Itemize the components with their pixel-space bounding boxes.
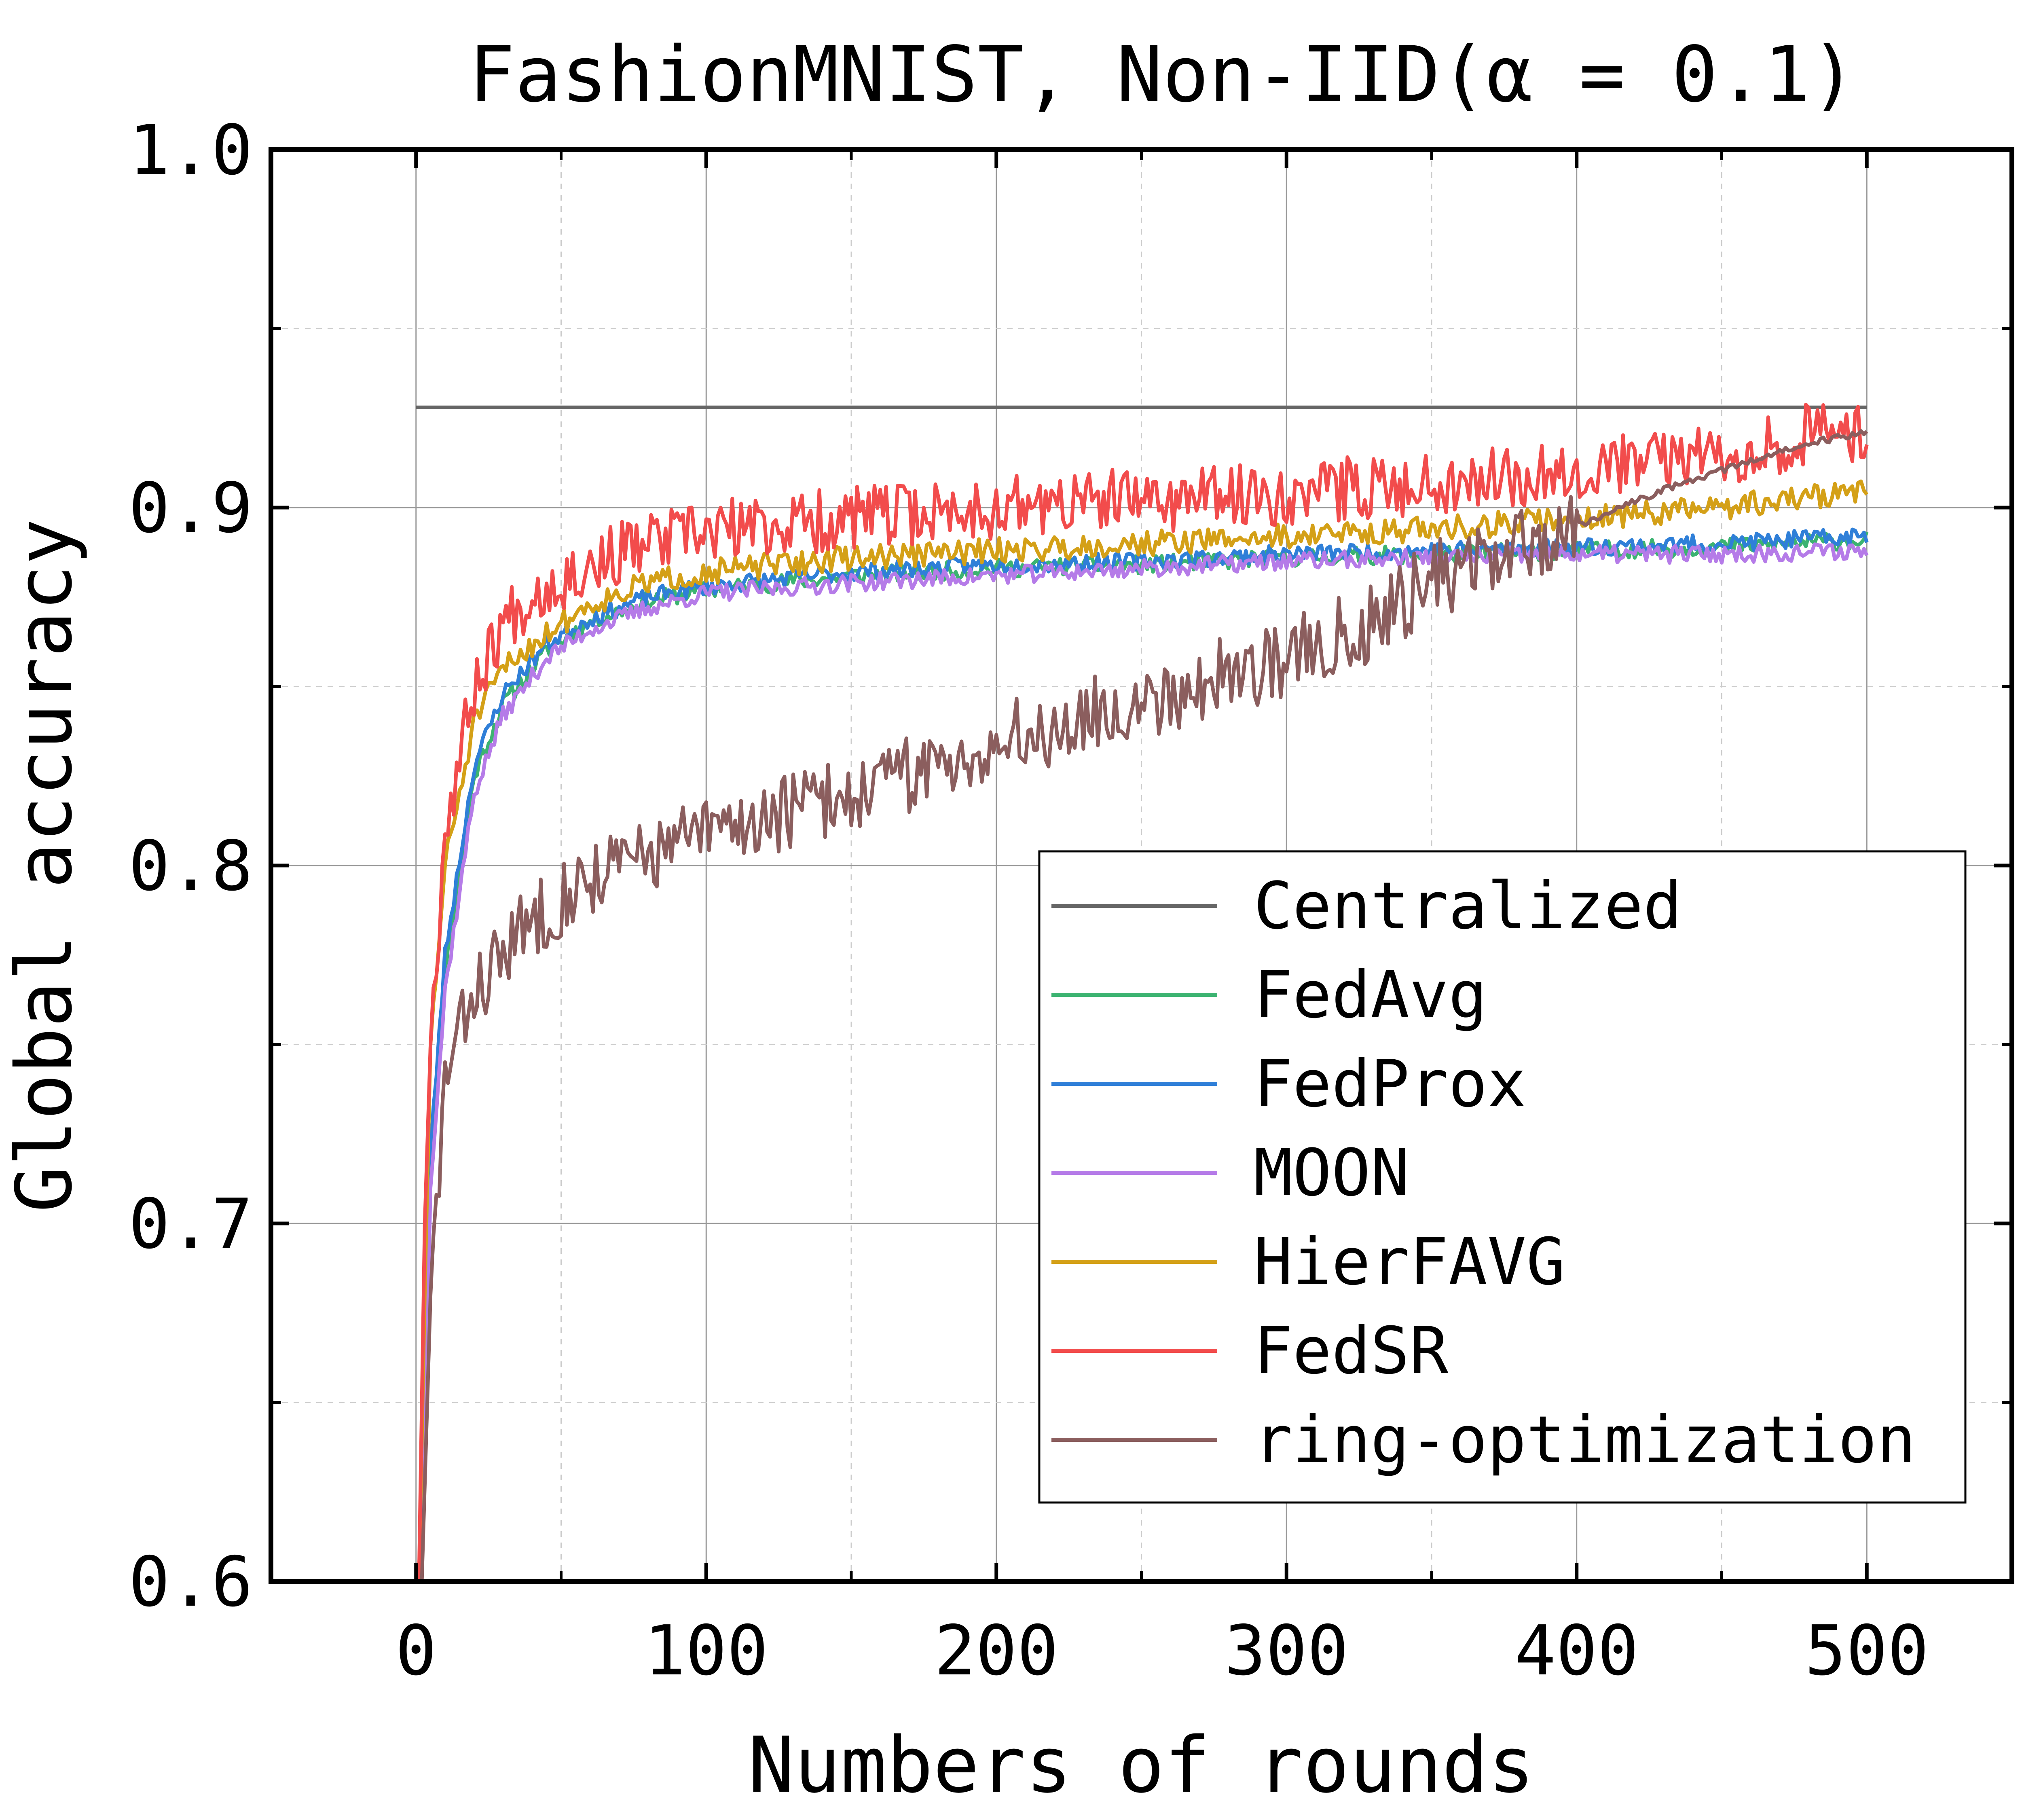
- legend-label-fedprox: FedProx: [1254, 1046, 1526, 1122]
- series-layer: [416, 402, 1869, 1582]
- tick-layer: 0 100 200 300 400 500 0.6 0.7 0.8 0.9 1.0: [129, 110, 2012, 1691]
- legend-label-centralized: Centralized: [1254, 868, 1682, 944]
- x-tick-label: 500: [1805, 1611, 1929, 1691]
- legend-box: [1038, 850, 1967, 1504]
- y-tick-label: 0.9: [129, 468, 253, 548]
- series-line-hierfavg: [417, 479, 1868, 1582]
- series-line-fedprox: [417, 527, 1869, 1582]
- legend-label-fedavg: FedAvg: [1254, 957, 1487, 1033]
- y-axis-label: Global accuracy: [0, 518, 89, 1213]
- x-tick-label: 100: [644, 1611, 768, 1691]
- legend-label-moon: MOON: [1254, 1135, 1409, 1211]
- y-tick-label: 0.8: [129, 826, 253, 906]
- legend-items: Centralized FedAvg FedProx MOON HierFAVG FedS…: [1051, 868, 1916, 1477]
- x-tick-label: 400: [1514, 1611, 1639, 1691]
- legend-label-fedsr: FedSR: [1254, 1313, 1449, 1388]
- x-tick-label: 300: [1225, 1611, 1349, 1691]
- chart-title: FashionMNIST, Non-IID(α = 0.1): [469, 30, 1857, 119]
- y-tick-label: 1.0: [129, 110, 253, 190]
- legend: Centralized FedAvg FedProx MOON HierFAVG FedS…: [1038, 850, 1967, 1504]
- legend-label-hierfavg: HierFAVG: [1254, 1224, 1565, 1299]
- x-axis-label: Numbers of rounds: [748, 1721, 1535, 1810]
- series-line-moon: [417, 542, 1869, 1582]
- x-tick-label: 200: [934, 1611, 1058, 1691]
- legend-label-ring-optimization: ring-optimization: [1254, 1402, 1916, 1477]
- y-tick-label: 0.7: [129, 1184, 253, 1264]
- series-line-ring-optimization: [420, 429, 1868, 1582]
- x-tick-label: 0: [396, 1611, 437, 1691]
- series-line-fedsr: [417, 402, 1869, 1582]
- y-tick-label: 0.6: [129, 1542, 253, 1622]
